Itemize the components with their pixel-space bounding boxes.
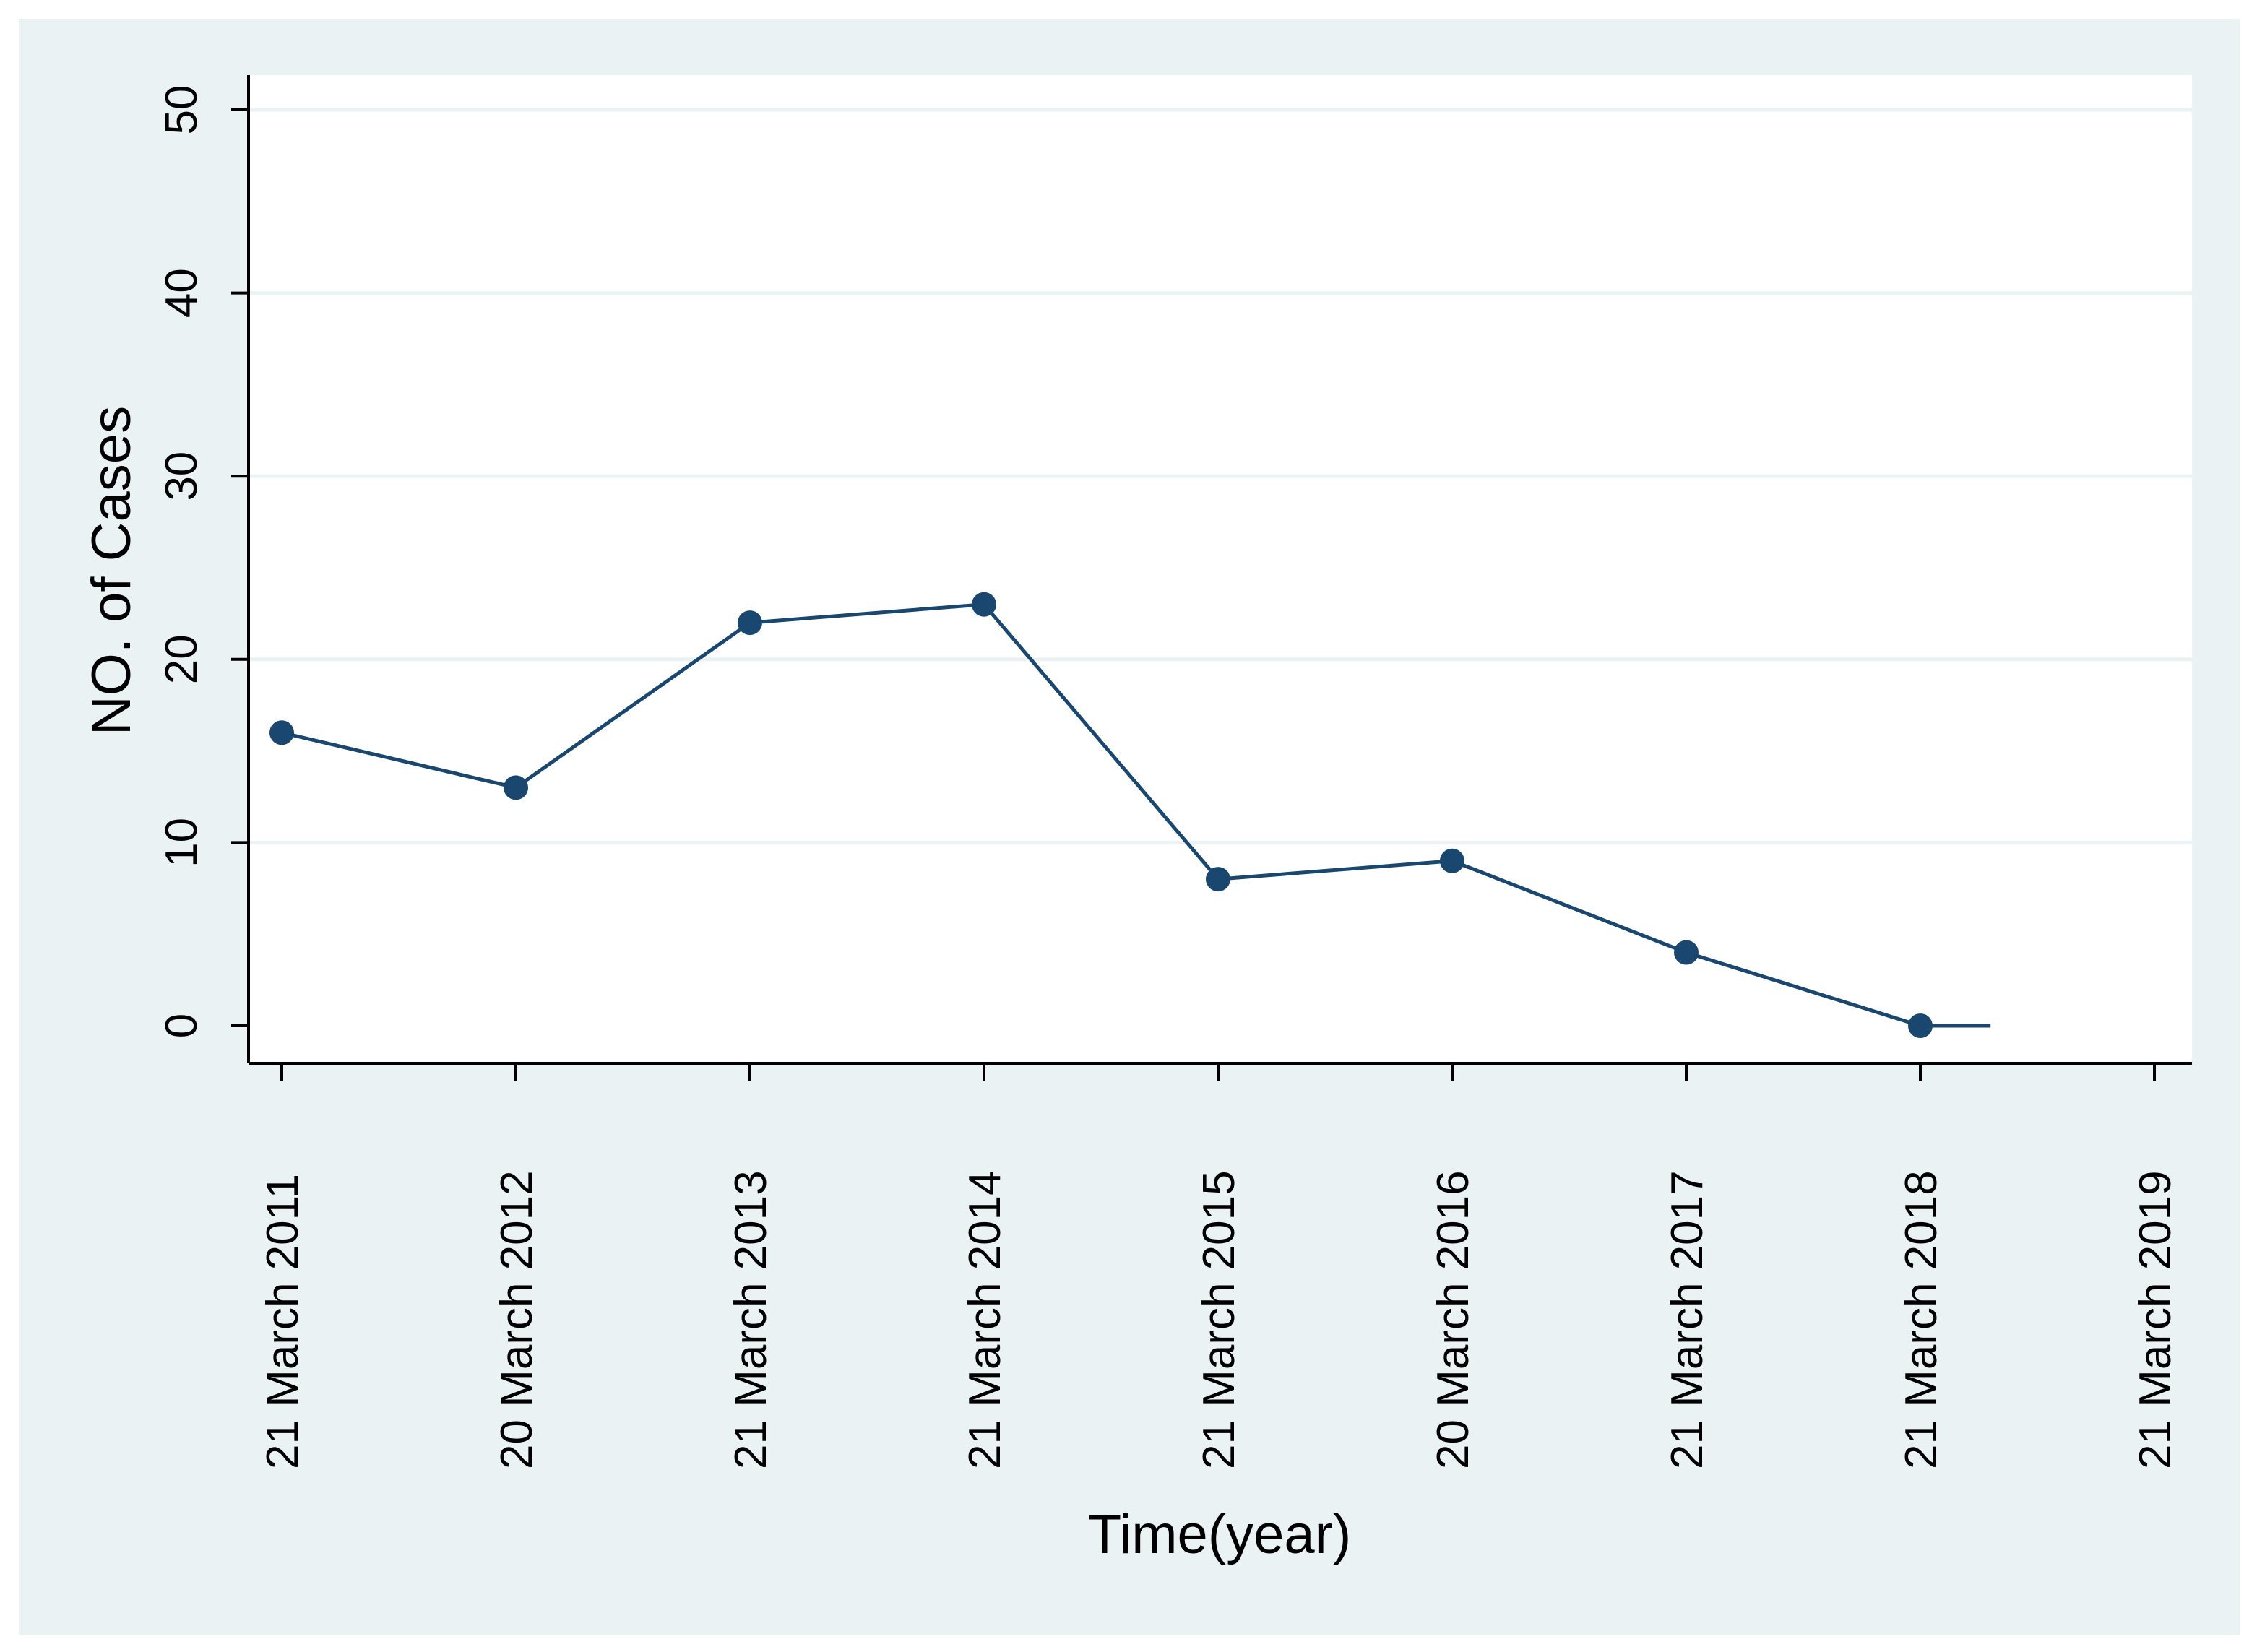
data-point	[1440, 848, 1464, 873]
series-layer	[269, 592, 1991, 1038]
y-tick-label: 10	[157, 818, 207, 868]
data-point	[1206, 867, 1230, 892]
y-tick-label: 0	[157, 1013, 207, 1038]
x-tick-label: 21 March 2014	[960, 1170, 1010, 1469]
x-axis-title: Time(year)	[1088, 1504, 1352, 1565]
y-tick-label: 40	[157, 268, 207, 318]
data-point	[1674, 940, 1699, 965]
x-tick-label: 20 March 2016	[1428, 1170, 1478, 1469]
y-axis-title: NO. of Cases	[81, 406, 142, 735]
x-tick-label: 20 March 2012	[492, 1170, 542, 1469]
data-point	[972, 592, 996, 617]
x-tick-label: 21 March 2017	[1662, 1170, 1712, 1469]
data-point	[504, 775, 528, 800]
plot-area	[249, 75, 2192, 1063]
gridlines	[249, 108, 2192, 844]
x-tick-label: 21 March 2011	[258, 1174, 308, 1469]
y-tick-label: 30	[157, 451, 207, 501]
y-tick-label: 50	[157, 85, 207, 135]
x-tick-label: 21 March 2019	[2131, 1170, 2180, 1469]
x-tick-label: 21 March 2018	[1896, 1170, 1946, 1469]
x-ticks: 21 March 2011 20 March 2012 21 March 2013 2…	[258, 1063, 2180, 1469]
data-point	[1908, 1013, 1933, 1038]
axes	[247, 75, 2192, 1065]
data-point	[269, 720, 294, 745]
x-tick-label: 21 March 2013	[726, 1170, 776, 1469]
y-tick-label: 20	[157, 634, 207, 684]
x-tick-label: 21 March 2015	[1194, 1170, 1244, 1469]
y-ticks: 0 10 20 30 40 50	[157, 85, 249, 1038]
data-point	[738, 610, 762, 636]
